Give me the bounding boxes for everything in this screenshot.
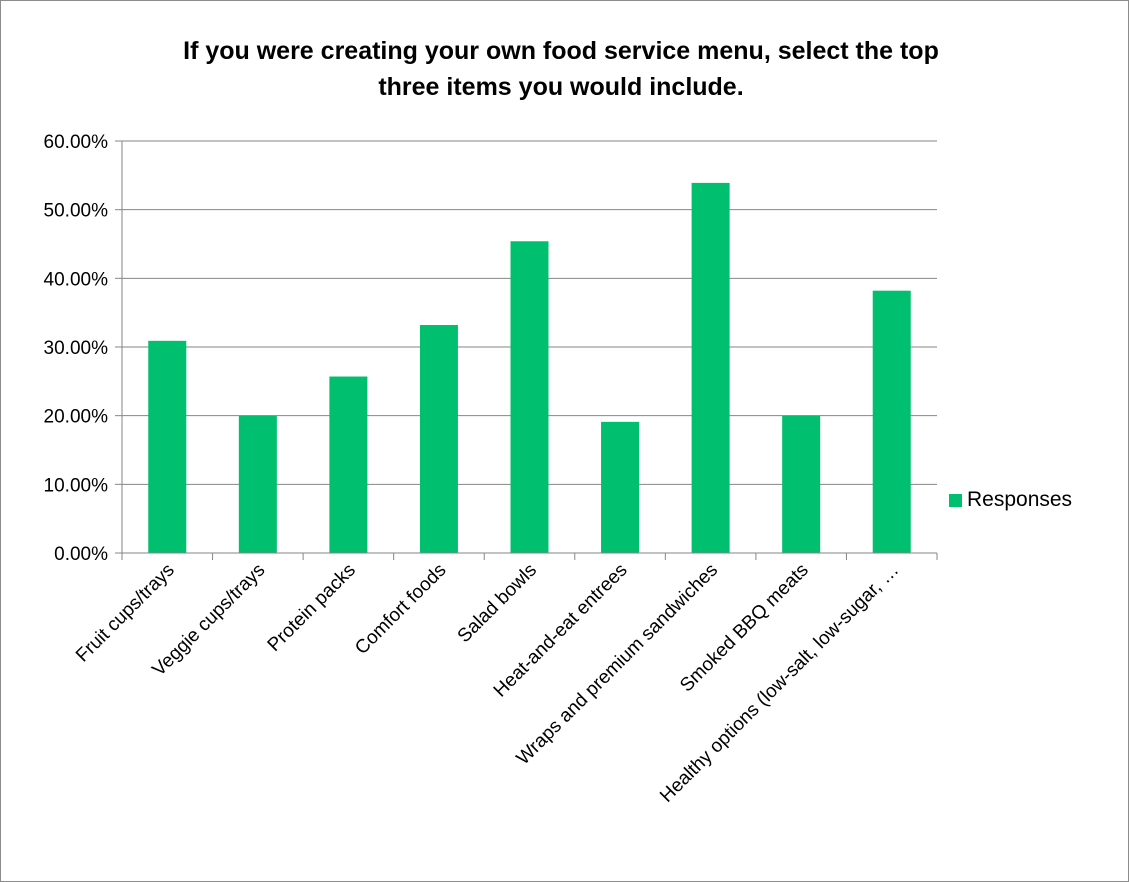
- y-tick-label: 20.00%: [44, 407, 109, 428]
- bar: [782, 415, 821, 553]
- bar: [510, 241, 549, 553]
- bar: [601, 421, 640, 553]
- y-tick-labels: 0.00% 10.00% 20.00% 30.00% 40.00% 50.00% 60.00…: [44, 132, 109, 565]
- y-tick-label: 10.00%: [44, 475, 109, 496]
- chart-title-line-2: three items you would include.: [378, 73, 744, 101]
- axes: [115, 140, 938, 560]
- x-tick-label: Protein packs: [264, 560, 360, 656]
- legend-swatch: [949, 493, 962, 507]
- x-tick-label: Wraps and premium sandwiches: [513, 560, 723, 770]
- y-tick-label: 50.00%: [44, 201, 109, 222]
- bar: [872, 290, 911, 553]
- x-tick-label: Salad bowls: [454, 560, 541, 647]
- chart-title-line-1: If you were creating your own food servi…: [183, 37, 939, 65]
- x-tick-label: Comfort foods: [351, 560, 450, 659]
- legend: Responses: [949, 488, 1072, 512]
- bar: [238, 415, 277, 553]
- legend-label: Responses: [967, 488, 1073, 511]
- bar: [691, 182, 730, 554]
- bar: [329, 376, 368, 553]
- bar: [419, 325, 458, 553]
- y-tick-label: 0.00%: [54, 544, 108, 565]
- chart-title: If you were creating your own food servi…: [61, 33, 1061, 105]
- bars: [148, 182, 911, 554]
- bar: [148, 340, 187, 553]
- y-tick-label: 40.00%: [44, 269, 109, 290]
- y-tick-label: 30.00%: [44, 338, 109, 359]
- y-tick-label: 60.00%: [44, 132, 109, 153]
